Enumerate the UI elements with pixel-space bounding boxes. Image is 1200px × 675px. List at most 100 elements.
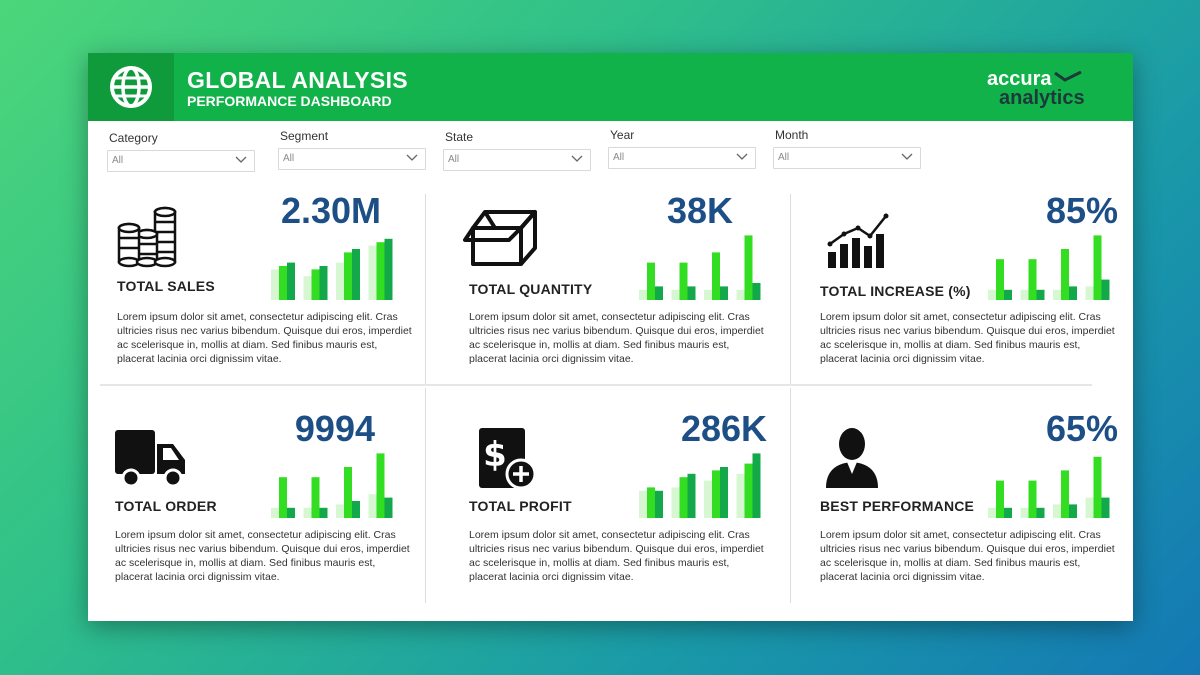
- bar: [704, 289, 712, 300]
- brand-logo: accura analytics: [987, 67, 1097, 111]
- mini-bar-chart-svg: [271, 238, 393, 300]
- bar: [704, 480, 712, 518]
- filter-label: Segment: [280, 129, 329, 143]
- kpi-description: Lorem ipsum dolor sit amet, consectetur …: [820, 529, 1115, 583]
- bar: [384, 497, 393, 518]
- state-dropdown[interactable]: All: [443, 149, 591, 171]
- filter-value: All: [283, 153, 295, 164]
- bar: [352, 249, 360, 300]
- bar: [344, 467, 352, 518]
- divider: [425, 388, 426, 603]
- growth-chart-icon: [827, 213, 889, 268]
- globe-icon-box: [88, 53, 174, 121]
- chevron-down-icon: [571, 155, 583, 162]
- bar: [988, 289, 996, 300]
- coins-icon: [117, 206, 177, 268]
- kpi-value: 286K: [680, 408, 767, 449]
- filter-state[interactable]: State All: [443, 128, 591, 171]
- bar: [1093, 235, 1102, 300]
- kpi-description: Lorem ipsum dolor sit amet, consectetur …: [469, 311, 764, 365]
- mini-bar-chart: [984, 448, 1114, 518]
- divider: [100, 384, 1092, 386]
- bar: [679, 262, 688, 300]
- divider: [790, 388, 791, 603]
- bar: [271, 269, 279, 300]
- globe-icon: [110, 66, 152, 108]
- bar: [744, 463, 753, 518]
- bar: [279, 477, 287, 518]
- header-bar: GLOBAL ANALYSIS PERFORMANCE DASHBOARD ac…: [88, 53, 1133, 121]
- filter-segment[interactable]: Segment All: [278, 127, 426, 170]
- bar: [1028, 480, 1037, 518]
- svg-text:$: $: [483, 435, 507, 475]
- bar: [1093, 456, 1102, 518]
- bar: [319, 266, 328, 300]
- filter-label: State: [445, 130, 474, 144]
- filter-value: All: [613, 152, 625, 163]
- bar: [287, 262, 295, 300]
- filter-label: Year: [610, 128, 635, 142]
- bar: [1069, 504, 1077, 518]
- kpi-label: BEST PERFORMANCE: [820, 498, 975, 514]
- bar: [311, 269, 320, 300]
- bar: [752, 453, 761, 518]
- mini-bar-chart: [635, 448, 765, 518]
- bar: [1028, 259, 1037, 300]
- kpi-card-total-quantity: 38K TOTAL QUANTITY Lorem ipsum dolor sit…: [453, 190, 773, 380]
- chevron-down-icon: [736, 153, 748, 160]
- kpi-value: 85%: [1045, 190, 1118, 231]
- mini-bar-chart: [267, 448, 397, 518]
- bar: [655, 490, 663, 518]
- mini-bar-chart-svg: [271, 453, 393, 518]
- filter-year[interactable]: Year All: [608, 126, 756, 169]
- bar: [1004, 289, 1012, 300]
- bar: [287, 507, 295, 518]
- category-dropdown[interactable]: All: [107, 150, 255, 172]
- bar: [752, 283, 761, 300]
- chevron-down-icon: [901, 153, 913, 160]
- mini-bar-chart-svg: [988, 456, 1110, 518]
- kpi-label: TOTAL ORDER: [115, 498, 217, 514]
- bar: [720, 286, 728, 300]
- bar: [1020, 289, 1029, 300]
- kpi-label: TOTAL QUANTITY: [469, 281, 593, 297]
- kpi-label: TOTAL SALES: [117, 278, 215, 294]
- mini-bar-chart: [635, 230, 765, 300]
- bar: [1085, 286, 1094, 300]
- bar: [639, 289, 647, 300]
- bar: [368, 494, 377, 518]
- filter-category[interactable]: Category All: [107, 129, 255, 172]
- filter-value: All: [778, 152, 790, 163]
- filter-month[interactable]: Month All: [773, 126, 921, 169]
- bar: [736, 289, 745, 300]
- kpi-card-total-increase: 85% TOTAL INCREASE (%) Lorem ipsum dolor…: [804, 190, 1124, 380]
- mini-bar-chart: [267, 230, 397, 300]
- box-icon: [463, 210, 537, 266]
- bar: [736, 473, 745, 518]
- bar: [1020, 507, 1029, 518]
- year-dropdown[interactable]: All: [608, 147, 756, 169]
- bar: [336, 262, 344, 300]
- divider: [425, 194, 426, 384]
- kpi-card-total-sales: 2.30M TOTAL SALES Lorem ipsum dolor sit …: [101, 190, 421, 380]
- month-dropdown[interactable]: All: [773, 147, 921, 169]
- truck-icon: [115, 430, 185, 488]
- bar: [655, 286, 663, 300]
- dollar-plus-icon: $: [479, 428, 537, 488]
- kpi-value: 65%: [1045, 408, 1118, 449]
- bar: [279, 266, 287, 300]
- bar: [988, 507, 996, 518]
- bar: [671, 289, 680, 300]
- logo-line-1: accura: [987, 68, 1052, 90]
- divider: [790, 194, 791, 384]
- segment-dropdown[interactable]: All: [278, 148, 426, 170]
- bar: [671, 487, 680, 518]
- bar: [376, 242, 385, 300]
- mini-bar-chart: [984, 230, 1114, 300]
- dashboard-panel: GLOBAL ANALYSIS PERFORMANCE DASHBOARD ac…: [88, 53, 1133, 621]
- bar: [744, 235, 753, 300]
- bar: [344, 252, 352, 300]
- kpi-label: TOTAL PROFIT: [469, 498, 572, 514]
- bar: [319, 507, 328, 518]
- bar: [1085, 497, 1094, 518]
